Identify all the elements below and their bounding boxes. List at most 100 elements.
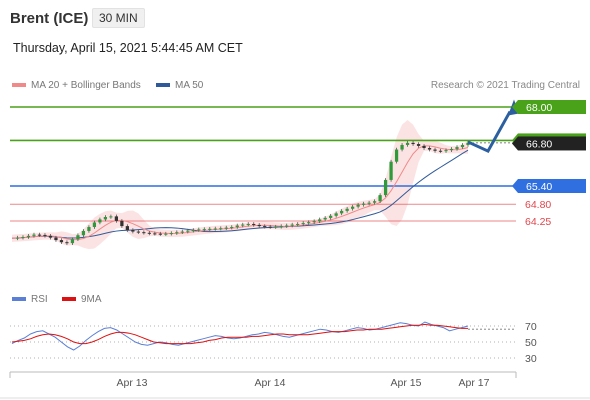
candle [224,225,228,231]
candle [81,229,86,238]
candle-body [208,228,212,230]
candle [252,222,256,227]
candle [120,219,124,228]
candle [131,228,135,234]
candle [345,206,349,213]
rsi-9ma-line [11,323,468,345]
candle-body [438,150,443,152]
candle [422,144,426,150]
candle-body [263,226,267,228]
candle-body [274,226,278,228]
candle-body [361,203,366,205]
candle-body [367,202,371,204]
candle [230,225,234,230]
candle [21,235,25,240]
candle-body [158,233,162,235]
candle [241,222,245,228]
candle-body [164,233,168,235]
candle-body [334,213,338,216]
candle-body [26,235,31,238]
candle-body [433,149,437,151]
legend-9ma: 9MA [62,294,102,305]
candle-body [70,239,75,244]
candle [37,232,42,237]
candle [285,223,289,228]
candle [109,214,113,219]
candle [70,237,75,245]
rsi-tick-50: 50 [525,337,537,349]
candle [235,223,239,229]
ma20-swatch [12,83,26,88]
candle-body [285,225,289,227]
candle [54,235,58,242]
candle-body [81,230,86,236]
candle-body [230,227,234,229]
candle-body [114,216,119,221]
candle [164,231,168,236]
candle [455,145,459,151]
datetime-label: Thursday, April 15, 2021 5:44:45 AM CET [13,41,243,55]
candle [246,222,250,227]
9ma-label: 9MA [81,294,102,305]
candle [202,227,206,232]
candle-body [405,142,410,145]
candle [367,200,371,206]
forecast-arrow-path [467,110,512,153]
candle [147,230,151,236]
candle-body [103,216,108,220]
candle [257,223,261,228]
level-badge-pointer [512,100,518,114]
candle-body [59,240,64,243]
candle [329,213,333,220]
candle [323,216,327,222]
9ma-swatch [62,297,76,302]
candle [383,178,388,197]
candle-body [213,228,217,230]
candle [296,222,300,227]
candle [169,231,173,236]
candle-body [15,237,20,239]
candle [197,227,201,232]
candle [87,225,91,233]
candle [43,233,47,238]
candle-body [98,219,102,223]
candle [208,227,212,231]
candle [340,209,344,216]
candle [460,143,465,149]
ma20-label: MA 20 + Bollinger Bands [31,80,141,91]
candle-body [455,147,459,149]
rsi-tick-30: 30 [525,353,537,365]
candle [350,204,355,211]
rsi-line [11,321,469,351]
timeframe-button[interactable]: 30 MIN [92,8,145,28]
candle-body [400,144,404,150]
candle-body [345,208,349,211]
level-label-66.80: 66.80 [526,138,552,150]
candle [48,234,53,240]
rsi-tick-70: 70 [525,321,537,333]
candle-body [427,148,432,150]
candle [26,234,31,239]
candle-body [252,223,256,225]
candle-body [142,232,146,234]
candle-body [32,234,36,236]
candle-body [131,230,135,232]
rsi-label: RSI [31,294,48,305]
candle-body [246,223,250,225]
candle [268,224,272,229]
candle-body [372,201,377,203]
candle [191,228,195,233]
level-badge-65.40 [518,179,586,193]
candle-body [186,230,190,232]
candle-body [241,224,245,226]
candle-body [202,229,206,231]
candle [263,224,267,229]
candle-body [87,227,91,231]
level-label-64.25: 64.25 [525,216,551,228]
candle-body [422,145,426,149]
candle [318,217,322,224]
candle-body [323,217,327,220]
candle [274,224,278,229]
candle-body [191,230,195,232]
candle [389,159,393,182]
